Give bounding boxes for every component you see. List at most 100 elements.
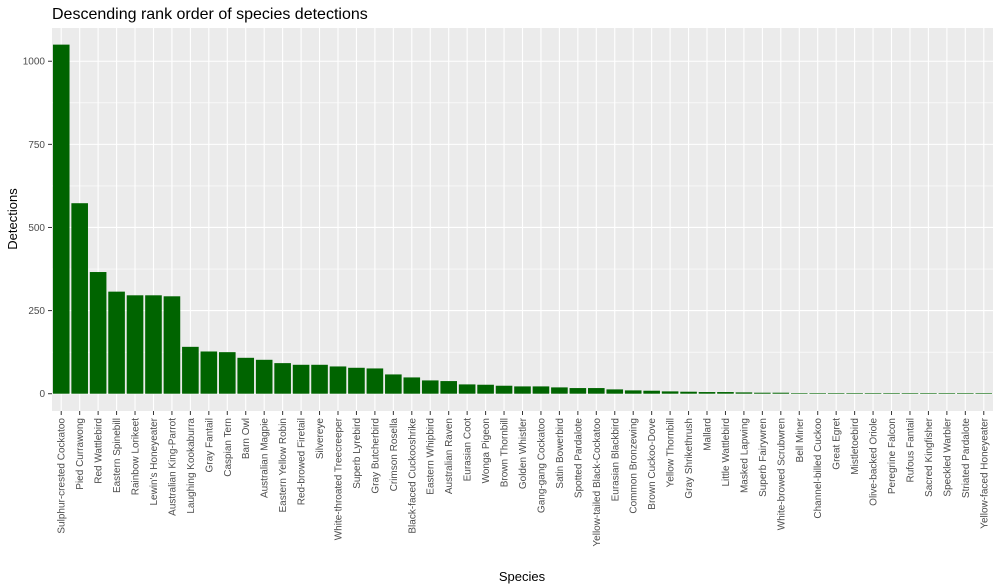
x-tick-label: Sulphur-crested Cockatoo xyxy=(57,418,68,534)
x-tick-label: Eurasian Coot xyxy=(463,418,474,482)
x-tick-label: Rainbow Lorikeet xyxy=(131,418,142,495)
x-tick-label: Great Egret xyxy=(832,418,843,470)
x-tick-label: Lewin's Honeyeater xyxy=(149,417,160,505)
x-tick-label: Superb Fairywren xyxy=(758,418,769,497)
bar xyxy=(218,352,236,394)
x-axis: Sulphur-crested Cockatoo Pied Currawong Re… xyxy=(57,411,990,547)
bar xyxy=(957,393,974,394)
x-tick-label: Pied Currawong xyxy=(75,418,86,490)
bar xyxy=(274,363,291,394)
bar xyxy=(385,374,402,394)
x-tick-label: Little Wattlebird xyxy=(721,418,732,487)
x-tick-label: Red-browed Firetail xyxy=(297,418,308,505)
bar xyxy=(329,366,347,394)
x-tick-label: Bell Miner xyxy=(795,417,806,462)
bar xyxy=(477,384,494,394)
y-tick-label: 250 xyxy=(28,306,45,317)
bar xyxy=(809,393,827,394)
bar xyxy=(126,295,144,394)
x-tick-label: Australian Magpie xyxy=(260,418,271,498)
chart-title: Descending rank order of species detecti… xyxy=(52,6,368,23)
bar xyxy=(237,357,255,394)
x-tick-label: Peregrine Falcon xyxy=(887,418,898,494)
x-tick-label: Eastern Yellow Robin xyxy=(278,418,289,513)
y-tick-label: 0 xyxy=(39,389,45,400)
bar xyxy=(532,386,550,394)
x-tick-label: Olive-backed Oriole xyxy=(869,418,880,506)
x-tick-label: Striated Pardalote xyxy=(961,418,972,498)
y-tick-label: 500 xyxy=(28,223,45,234)
x-tick-label: Satin Bowerbird xyxy=(555,418,566,489)
x-tick-label: Crimson Rosella xyxy=(389,418,400,492)
bar xyxy=(108,291,125,394)
bar xyxy=(754,392,771,394)
y-tick-label: 750 xyxy=(28,140,45,151)
bar xyxy=(624,390,642,394)
x-tick-label: Yellow-tailed Black-Cockatoo xyxy=(592,418,603,547)
x-tick-label: Common Bronzewing xyxy=(629,418,640,514)
x-tick-label: Mallard xyxy=(703,418,714,451)
bar xyxy=(864,393,882,394)
bar xyxy=(458,384,476,394)
x-tick-label: Red Wattlebird xyxy=(94,418,105,484)
x-tick-label: Masked Lapwing xyxy=(739,418,750,493)
bar xyxy=(717,392,734,394)
x-tick-label: Black-faced Cuckooshrike xyxy=(407,418,418,534)
bar xyxy=(292,364,310,394)
x-tick-label: Eastern Whipbird xyxy=(426,418,437,495)
x-tick-label: Eurasian Blackbird xyxy=(610,418,621,501)
x-tick-label: Channel-billed Cuckoo xyxy=(813,418,824,519)
x-tick-label: Gray Fantail xyxy=(204,418,215,472)
x-tick-label: Gray Shrikethrush xyxy=(684,418,695,499)
bar xyxy=(569,388,587,394)
x-tick-label: White-browed Scrubwren xyxy=(776,418,787,530)
y-axis-title: Detections xyxy=(5,188,20,250)
x-tick-label: White-throated Treecreeper xyxy=(333,417,344,540)
bar xyxy=(311,364,328,394)
bar xyxy=(698,392,716,394)
bar xyxy=(772,392,790,394)
bar xyxy=(901,393,919,394)
x-tick-label: Silvereye xyxy=(315,418,326,460)
bar xyxy=(255,359,273,394)
bar xyxy=(366,368,384,394)
bar xyxy=(163,296,181,394)
bar xyxy=(606,389,624,394)
bar xyxy=(643,390,660,394)
x-tick-label: Brown Thornbill xyxy=(500,418,511,487)
x-tick-label: Golden Whistler xyxy=(518,417,529,489)
y-tick-label: 1000 xyxy=(23,57,46,68)
x-tick-label: Brown Cuckoo-Dove xyxy=(647,418,658,510)
bar xyxy=(551,387,568,394)
bars xyxy=(52,44,993,394)
bar xyxy=(200,351,218,394)
x-tick-label: Gang-gang Cockatoo xyxy=(536,418,547,514)
x-tick-label: Eastern Spinebill xyxy=(112,418,123,493)
bar xyxy=(514,386,531,394)
y-axis: 0 250 500 750 1000 xyxy=(23,57,52,400)
x-tick-label: Caspian Tern xyxy=(223,418,234,477)
x-tick-label: Yellow-faced Honeyeater xyxy=(979,417,990,528)
x-tick-label: Australian King-Parrot xyxy=(167,418,178,516)
bar xyxy=(71,203,88,394)
bar xyxy=(182,346,199,394)
bar xyxy=(846,393,863,394)
bar xyxy=(790,393,808,394)
bar xyxy=(52,44,70,394)
x-tick-label: Australian Raven xyxy=(444,418,455,494)
x-tick-label: Laughing Kookaburra xyxy=(186,418,197,514)
bar xyxy=(883,393,900,394)
bar xyxy=(588,388,605,394)
x-tick-label: Wonga Pigeon xyxy=(481,418,492,483)
bar xyxy=(827,393,845,394)
x-tick-label: Barn Owl xyxy=(241,418,252,459)
bar xyxy=(495,385,513,394)
bar xyxy=(938,393,956,394)
bar xyxy=(661,391,679,394)
bar xyxy=(680,391,697,394)
bar xyxy=(421,380,439,394)
x-tick-label: Sacred Kingfisher xyxy=(924,417,935,497)
x-tick-label: Gray Butcherbird xyxy=(370,418,381,494)
x-tick-label: Spotted Pardalote xyxy=(573,418,584,498)
